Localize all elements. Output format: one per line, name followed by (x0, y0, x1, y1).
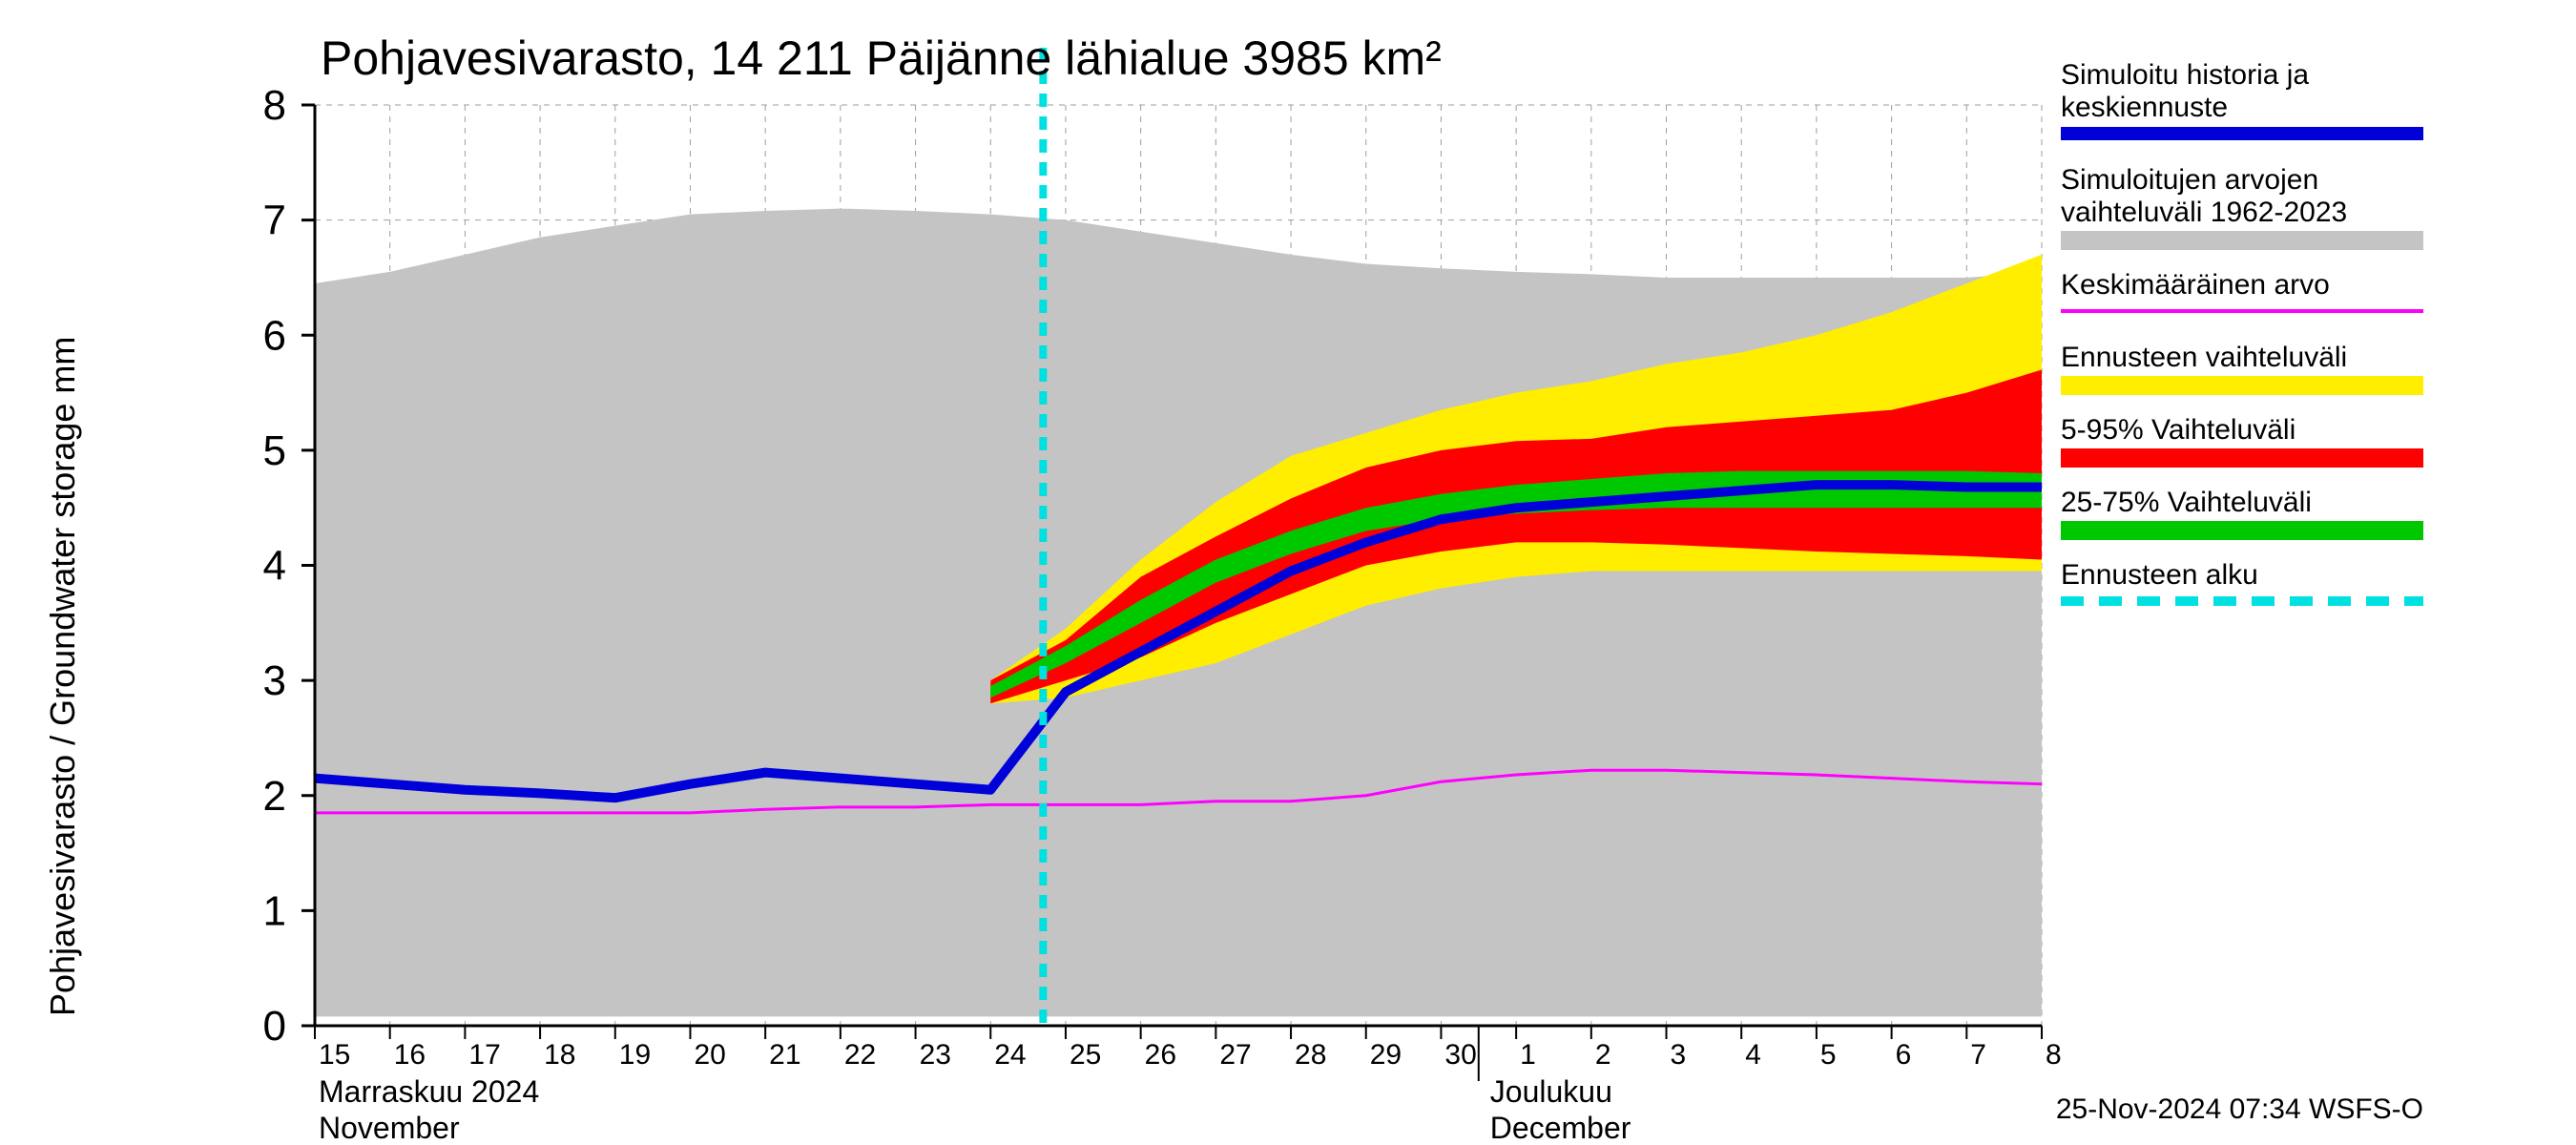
x-tick-label: 26 (1145, 1039, 1176, 1071)
x-tick-label: 22 (844, 1039, 876, 1071)
x-tick-label: 15 (319, 1039, 350, 1071)
y-tick-label: 2 (263, 773, 286, 820)
y-tick-label: 1 (263, 887, 286, 934)
x-tick-label: 5 (1820, 1039, 1837, 1071)
legend-swatch (2061, 231, 2423, 250)
x-tick-label: 8 (2046, 1039, 2062, 1071)
legend-label: Simuloitujen arvojen (2061, 164, 2318, 196)
x-tick-label: 17 (468, 1039, 500, 1071)
chart-container: 0123456781516171819202122232425262728293… (0, 0, 2576, 1145)
x-tick-label: 30 (1444, 1039, 1476, 1071)
chart-title: Pohjavesivarasto, 14 211 Päijänne lähial… (321, 31, 1442, 85)
x-tick-label: 7 (1970, 1039, 1986, 1071)
x-tick-label: 19 (619, 1039, 651, 1071)
legend-label: Ennusteen vaihteluväli (2061, 342, 2347, 373)
legend-label: vaihteluväli 1962-2023 (2061, 197, 2347, 228)
y-tick-label: 5 (263, 427, 286, 474)
legend-label: 25-75% Vaihteluväli (2061, 487, 2312, 518)
x-tick-label: 21 (769, 1039, 800, 1071)
legend-label: keskiennuste (2061, 92, 2228, 123)
chart-svg: 0123456781516171819202122232425262728293… (0, 0, 2576, 1145)
x-tick-label: 6 (1896, 1039, 1912, 1071)
x-tick-label: 3 (1671, 1039, 1687, 1071)
legend-label: Keskimääräinen arvo (2061, 269, 2330, 301)
y-axis-label: Pohjavesivarasto / Groundwater storage m… (43, 337, 82, 1016)
x-tick-label: 29 (1370, 1039, 1402, 1071)
x-tick-label: 20 (694, 1039, 725, 1071)
y-tick-label: 3 (263, 657, 286, 704)
legend-label: 5-95% Vaihteluväli (2061, 414, 2296, 446)
month2-fi: Joulukuu (1490, 1074, 1612, 1109)
y-tick-label: 6 (263, 312, 286, 359)
month2-en: December (1490, 1111, 1631, 1145)
x-tick-label: 23 (920, 1039, 951, 1071)
x-tick-label: 28 (1295, 1039, 1326, 1071)
x-tick-label: 24 (994, 1039, 1026, 1071)
legend-swatch (2061, 376, 2423, 395)
legend-swatch (2061, 448, 2423, 468)
y-tick-label: 4 (263, 543, 286, 590)
x-tick-label: 25 (1070, 1039, 1101, 1071)
x-tick-label: 27 (1219, 1039, 1251, 1071)
x-tick-label: 2 (1595, 1039, 1611, 1071)
x-tick-label: 16 (394, 1039, 426, 1071)
y-tick-label: 0 (263, 1003, 286, 1050)
x-tick-label: 18 (544, 1039, 575, 1071)
y-tick-label: 8 (263, 82, 286, 129)
footer-timestamp: 25-Nov-2024 07:34 WSFS-O (2056, 1093, 2423, 1125)
legend-label: Simuloitu historia ja (2061, 59, 2309, 91)
month1-fi: Marraskuu 2024 (319, 1074, 539, 1109)
legend-label: Ennusteen alku (2061, 559, 2258, 591)
x-tick-label: 4 (1745, 1039, 1761, 1071)
x-tick-label: 1 (1520, 1039, 1536, 1071)
legend-swatch (2061, 521, 2423, 540)
month1-en: November (319, 1111, 460, 1145)
y-tick-label: 7 (263, 198, 286, 244)
